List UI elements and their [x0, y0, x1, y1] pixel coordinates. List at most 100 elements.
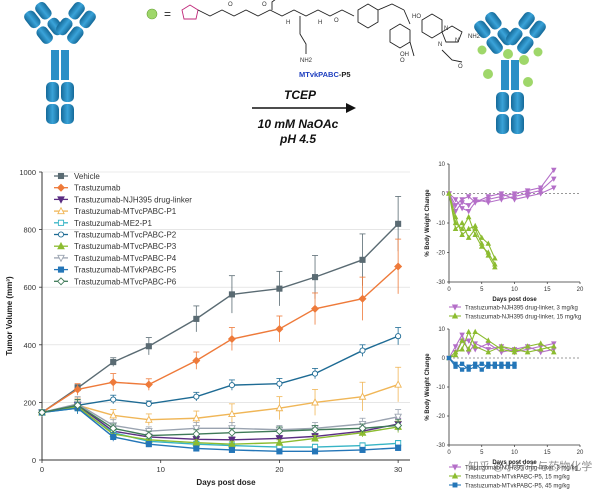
data-point: [479, 367, 484, 372]
data-point: [465, 213, 472, 220]
condition-ph: pH 4.5: [279, 132, 316, 146]
data-point: [192, 438, 201, 446]
data-point: [37, 408, 47, 417]
x-axis-label: Days post dose: [492, 297, 537, 303]
legend-label: Trastuzumab-MTvcPABC-P3: [74, 242, 177, 251]
data-point: [498, 346, 505, 352]
watermark: 知乎 @小分子与药物化学: [468, 459, 592, 473]
series: Trastuzumab-MTvkPABC-P5, 45 mg/kg: [446, 355, 570, 490]
data-point: [485, 194, 492, 200]
atom-label: O: [458, 64, 463, 70]
data-point: [145, 343, 152, 350]
linker-name-blue: MTvkPABC: [299, 70, 339, 79]
legend-marker: [56, 183, 66, 192]
body-weight-chart-njh395: -30 -20 -10 0 10 0 5 10 15 20 Days post dose % Body…: [425, 162, 584, 321]
data-point: [485, 197, 492, 203]
data-point: [192, 413, 201, 422]
data-point: [459, 337, 465, 343]
legend-marker: [57, 206, 65, 215]
data-point: [459, 367, 465, 372]
data-point: [511, 191, 518, 197]
data-point: [485, 252, 492, 258]
x-axis-label: Days post dose: [196, 478, 256, 487]
series: Trastuzumab: [37, 183, 403, 417]
data-point: [228, 382, 235, 389]
atom-label: O: [262, 2, 267, 8]
series: Trastuzumab-MTvcPABC-P6: [37, 277, 403, 440]
x-tick-label: 10: [511, 287, 518, 293]
data-point: [276, 448, 283, 455]
linker-name-suffix: -P5: [339, 70, 351, 79]
series-line: [41, 405, 399, 445]
y-tick-label: -10: [436, 221, 445, 227]
data-point: [276, 380, 283, 387]
data-point: [537, 185, 544, 191]
series-line: [41, 265, 399, 414]
data-point: [472, 197, 478, 203]
x-tick-label: 0: [40, 465, 44, 474]
atom-label: H: [286, 20, 290, 26]
data-point: [193, 315, 200, 322]
data-point: [465, 338, 472, 344]
series: Trastuzumab-MTvkPABC-P5, 15 mg/kg: [446, 328, 570, 481]
data-point: [192, 425, 201, 433]
data-point: [498, 343, 505, 349]
data-point: [359, 446, 366, 453]
data-point: [459, 231, 465, 237]
data-point: [459, 206, 465, 212]
data-point: [228, 291, 235, 298]
series-line: [41, 407, 399, 453]
data-point: [465, 234, 472, 240]
atom-label: O: [334, 18, 339, 24]
atom-label: NH2: [468, 34, 481, 40]
y-axis-label: % Body Weight Change: [425, 189, 431, 257]
data-point: [551, 185, 557, 191]
series-line: [41, 383, 399, 421]
data-point: [144, 415, 153, 423]
legend-marker: [57, 196, 65, 204]
data-point: [311, 448, 319, 455]
data-point: [275, 427, 284, 436]
x-tick-label: 15: [544, 450, 551, 456]
data-point: [492, 364, 497, 369]
data-point: [227, 335, 236, 344]
data-point: [485, 240, 492, 246]
atom-label: H: [318, 20, 322, 26]
data-point: [193, 445, 200, 452]
atom-label: OH: [400, 52, 409, 58]
data-point: [492, 264, 498, 270]
data-point: [452, 225, 459, 232]
data-point: [465, 225, 472, 232]
data-point: [524, 343, 531, 349]
data-point: [524, 349, 531, 355]
y-tick-label: 10: [438, 162, 445, 168]
legend-marker: [57, 266, 65, 273]
data-point: [275, 324, 284, 333]
x-tick-label: 0: [447, 450, 451, 456]
data-point: [192, 356, 201, 365]
data-point: [472, 231, 478, 237]
data-point: [358, 294, 367, 303]
series-line: [41, 223, 399, 414]
data-point: [394, 380, 402, 388]
legend-marker: [57, 219, 65, 226]
data-point: [192, 430, 201, 439]
y-tick-label: -30: [436, 280, 445, 286]
legend-label: Trastuzumab-MTvkPABC-P5, 15 mg/kg: [465, 475, 570, 481]
data-point: [452, 349, 459, 355]
data-point: [276, 285, 283, 292]
data-point: [311, 425, 320, 434]
y-tick-label: 1000: [19, 168, 36, 177]
y-tick-label: 200: [23, 398, 36, 407]
legend-label: Trastuzumab-NJH395 drug-linker: [74, 195, 192, 204]
y-tick-label: 0: [32, 456, 36, 465]
data-point: [473, 361, 478, 366]
legend-label: Trastuzumab-NJH395 drug-linker, 3 mg/kg: [465, 466, 578, 472]
x-tick-label: 20: [577, 450, 584, 456]
data-point: [394, 413, 402, 422]
legend-label: Vehicle: [74, 172, 100, 181]
legend-label: Trastuzumab-MTvcPABC-P6: [74, 277, 177, 286]
data-point: [394, 421, 403, 430]
x-tick-label: 20: [275, 465, 283, 474]
